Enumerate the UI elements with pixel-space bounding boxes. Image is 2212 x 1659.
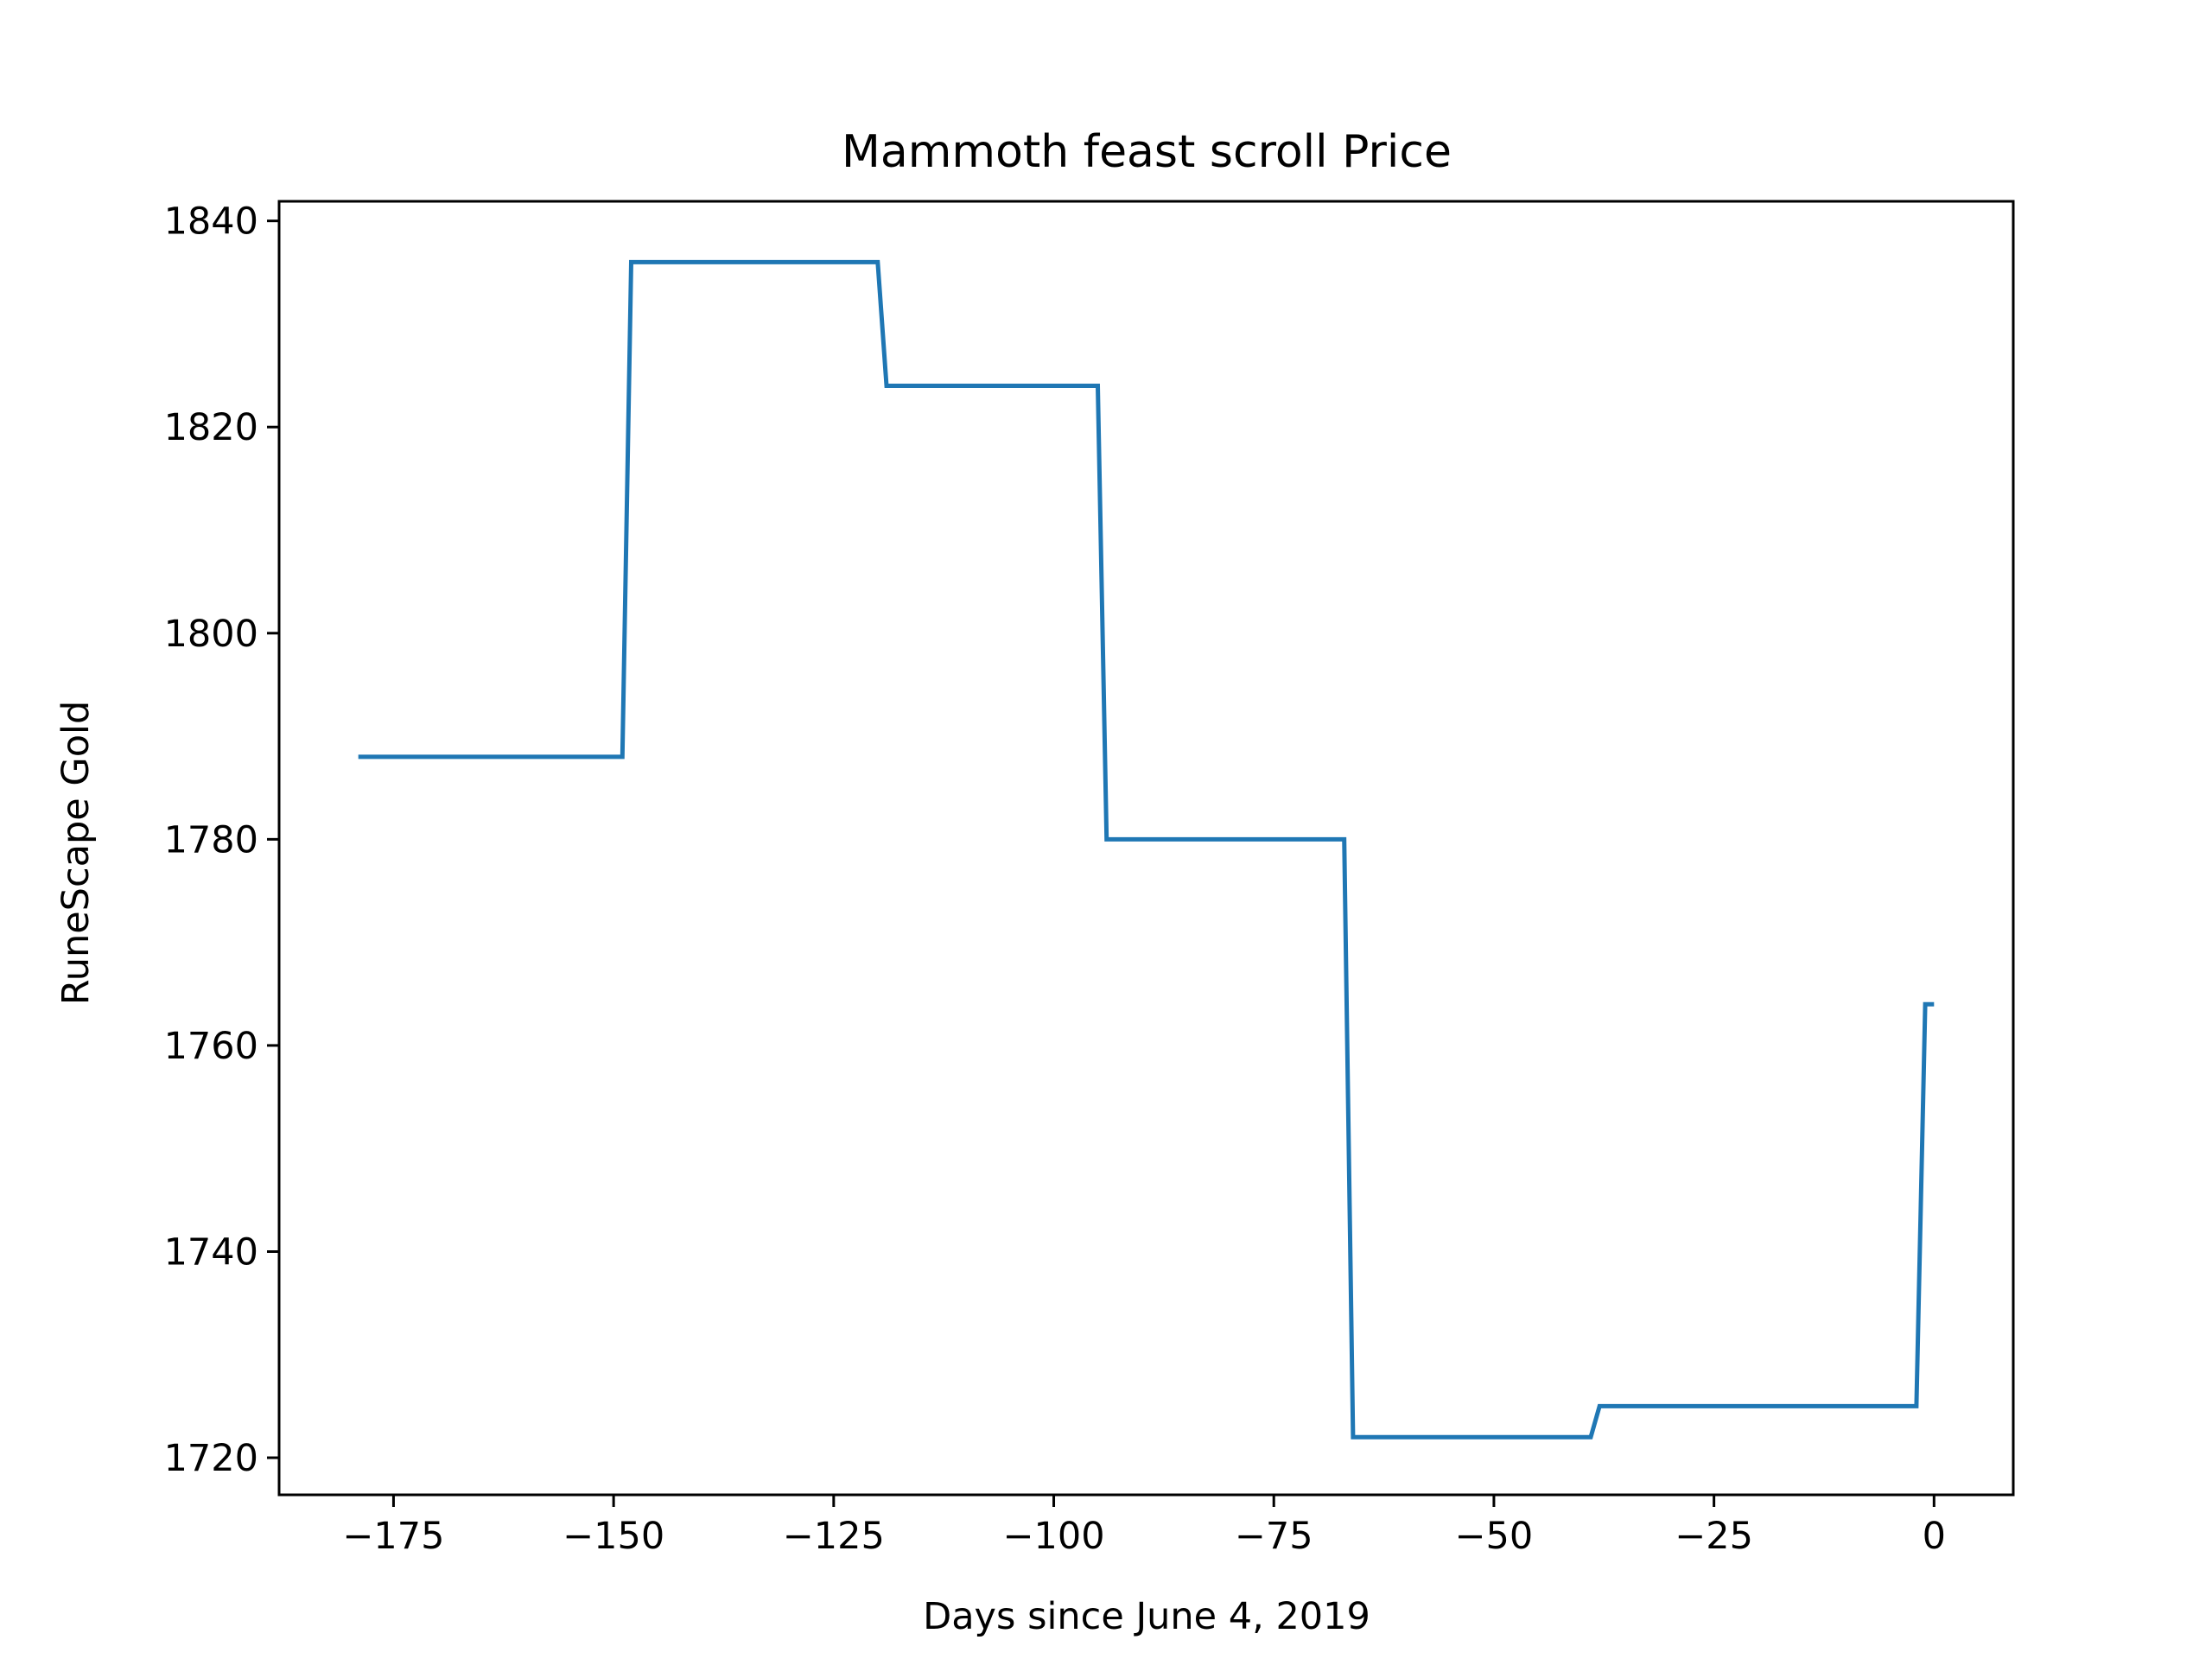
y-tick-label: 1800 <box>164 613 258 656</box>
x-axis-label: Days since June 4, 2019 <box>923 1595 1370 1638</box>
plot-area <box>358 259 1935 1440</box>
price-series-line <box>358 259 1935 1440</box>
x-tick-label: −100 <box>1002 1515 1104 1558</box>
y-tick-label: 1840 <box>164 200 258 244</box>
x-tick-label: −75 <box>1235 1515 1313 1558</box>
y-tick-label: 1720 <box>164 1437 258 1480</box>
plot-frame <box>277 200 2015 1497</box>
y-tick-label: 1820 <box>164 406 258 449</box>
x-tick-label: −25 <box>1675 1515 1753 1558</box>
y-axis-label: RuneScape Gold <box>54 701 98 1005</box>
x-tick-label: −150 <box>563 1515 664 1558</box>
x-axis: −175 −150 −125 −100 −75 −50 −25 0 <box>342 1495 1946 1558</box>
y-tick-label: 1740 <box>164 1230 258 1274</box>
x-tick-label: −50 <box>1455 1515 1534 1558</box>
x-tick-label: −175 <box>342 1515 444 1558</box>
y-axis: 1720 1740 1760 1780 1800 1820 1840 <box>164 200 279 1480</box>
chart-title: Mammoth feast scroll Price <box>842 126 1452 178</box>
y-tick-label: 1780 <box>164 818 258 861</box>
x-tick-label: 0 <box>1923 1515 1946 1558</box>
y-tick-label: 1760 <box>164 1025 258 1068</box>
x-tick-label: −125 <box>783 1515 885 1558</box>
